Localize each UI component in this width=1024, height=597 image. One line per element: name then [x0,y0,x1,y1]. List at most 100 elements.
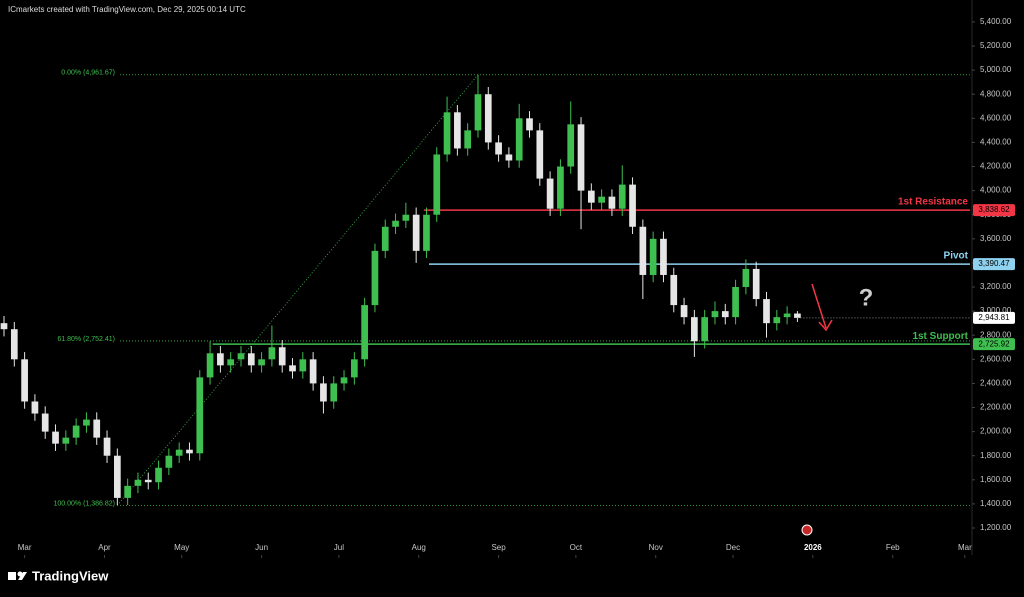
y-tick-label: 3,200.00 [980,282,1012,291]
candle-body [340,377,348,384]
candle-body [350,359,358,378]
fib-label: 100.00% (1,386.82) [54,500,116,507]
candle-body [763,299,770,324]
candle-body [320,383,327,402]
candle-body [742,268,750,288]
level-name: 1st Support [912,331,968,342]
candle-body [567,124,575,167]
candle-body [752,268,760,300]
candle-body [701,317,709,342]
level-name: Pivot [944,251,969,262]
candle-body [660,238,667,275]
candle-body [309,359,317,384]
candle-body [515,118,523,161]
y-tick-label: 1,800.00 [980,451,1012,460]
level-value: 3,390.47 [978,259,1010,268]
fib-trend [117,74,479,506]
candle-body [381,226,389,251]
candle-body [247,353,255,366]
candle-body [773,317,781,324]
candle-body [227,359,235,366]
candle-body [165,455,173,468]
x-tick-label: Nov [649,543,663,552]
y-tick-label: 4,600.00 [980,113,1012,122]
y-tick-label: 4,200.00 [980,162,1012,171]
candle-body [680,305,688,318]
candle-body [10,329,18,360]
candle-body [629,184,636,227]
candle-body [124,485,131,498]
candle-body [557,166,564,209]
candle-body [144,479,152,483]
y-tick-label: 2,400.00 [980,379,1012,388]
event-icon [801,524,813,536]
candle-body [186,449,193,454]
candle-body [536,130,544,179]
candle-body [237,353,245,360]
candle-body [52,431,59,444]
x-tick-label: Jul [334,543,344,552]
candle-body [526,118,533,131]
candle-body [155,467,162,483]
candle-body [721,311,729,318]
candle-body [31,401,39,414]
candle-body [546,178,554,209]
candle-body [484,94,492,143]
candle-body [278,347,286,366]
header: ICmarkets created with TradingView.com, … [8,5,246,14]
level-name: 1st Resistance [898,197,968,208]
candle-body [93,419,101,438]
candle-body [794,313,801,318]
x-tick-label: Mar [958,543,972,552]
y-tick-label: 2,600.00 [980,354,1012,363]
x-tick-label: 2026 [804,543,822,552]
candle-body [505,154,513,161]
level-value: 2,725.92 [978,339,1010,348]
candle-body [371,250,379,306]
candle-body [83,419,90,426]
x-tick-label: Jun [255,543,268,552]
y-tick-label: 4,400.00 [980,138,1012,147]
x-tick-label: Apr [98,543,111,552]
x-tick-label: May [174,543,189,552]
candle-body [454,112,461,149]
candle-body [72,425,80,438]
candle-body [691,317,698,342]
x-tick-label: Sep [491,543,506,552]
fib-label: 61.80% (2,752.41) [57,336,115,343]
brand: TradingView [32,568,109,583]
logo-slash [18,572,27,580]
candle-body [783,313,791,318]
candle-body [495,142,502,155]
candle-body [134,479,142,486]
y-tick-label: 3,000.00 [980,306,1012,315]
x-tick-label: Mar [18,543,32,552]
candle-body [732,287,739,318]
brand-logo: TradingView [8,568,109,583]
candle-body [21,359,28,402]
candle-body [206,353,214,378]
candle-body [639,226,647,275]
annotation: ? [859,284,874,311]
candle-body [392,220,399,227]
fib-label: 0.00% (4,961.67) [61,70,115,77]
y-tick-label: 4,800.00 [980,89,1012,98]
candle-body [41,413,49,432]
candle-body [464,130,472,149]
candle-body [443,112,451,155]
level-value: 3,838.62 [978,205,1010,214]
candle-body [217,353,224,366]
level-value-box [973,338,1015,351]
candle-body [103,437,111,456]
y-tick-label: 1,600.00 [980,475,1012,484]
candle-body [330,383,338,402]
y-tick-label: 5,400.00 [980,17,1012,26]
level-value-box [973,204,1015,217]
candle-body [608,196,616,209]
candle-body [258,359,265,366]
candle-body [361,305,368,360]
candle-body [412,214,420,251]
candle-body [474,94,482,131]
